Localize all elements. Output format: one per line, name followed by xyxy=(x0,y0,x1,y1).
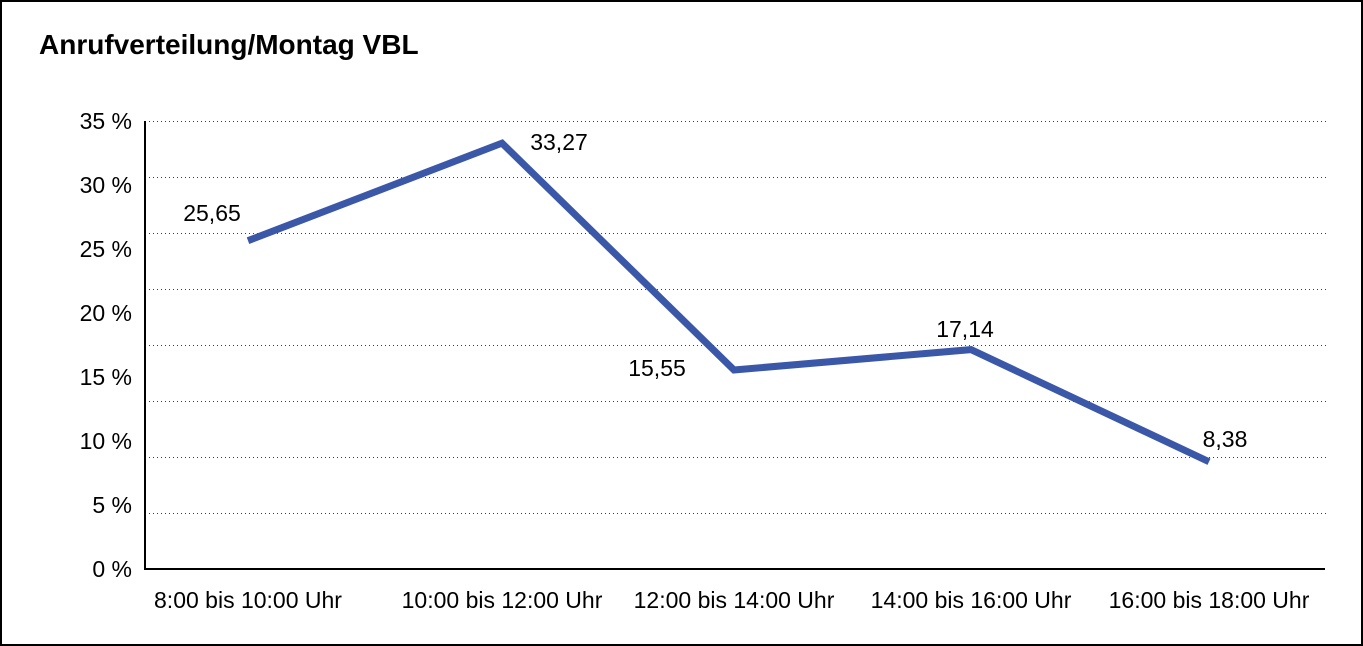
gridline xyxy=(145,457,1327,458)
gridline xyxy=(145,401,1327,402)
y-axis-tick-label: 0 % xyxy=(92,556,132,582)
y-axis-tick-label: 35 % xyxy=(79,108,132,134)
y-axis-line xyxy=(144,121,146,569)
gridline xyxy=(145,121,1327,122)
chart-title: Anrufverteilung/Montag VBL xyxy=(39,29,419,60)
data-point-label: 33,27 xyxy=(530,129,588,156)
gridline xyxy=(145,233,1327,234)
data-point-label: 17,14 xyxy=(936,315,994,342)
data-point-label: 25,65 xyxy=(183,199,241,226)
x-axis-category-label: 8:00 bis 10:00 Uhr xyxy=(154,587,342,613)
x-axis-category-label: 12:00 bis 14:00 Uhr xyxy=(633,587,835,613)
x-axis-category-label: 10:00 bis 12:00 Uhr xyxy=(401,587,603,613)
y-axis-tick-label: 15 % xyxy=(79,364,132,390)
x-axis-line xyxy=(144,568,1325,570)
y-axis-tick-label: 20 % xyxy=(79,300,132,326)
y-axis-tick-label: 30 % xyxy=(79,172,132,198)
y-axis-tick-label: 25 % xyxy=(79,236,132,262)
x-axis-category-label: 16:00 bis 18:00 Uhr xyxy=(1108,587,1310,613)
gridline xyxy=(145,289,1327,290)
data-point-label: 8,38 xyxy=(1202,425,1248,452)
data-point-label: 15,55 xyxy=(628,354,686,381)
y-axis-tick-label: 5 % xyxy=(92,492,132,518)
x-axis-category-label: 14:00 bis 16:00 Uhr xyxy=(870,587,1072,613)
gridline xyxy=(145,345,1327,346)
gridline xyxy=(145,177,1327,178)
y-axis-tick-label: 10 % xyxy=(79,428,132,454)
gridline xyxy=(145,513,1327,514)
series-polyline xyxy=(246,139,1211,465)
